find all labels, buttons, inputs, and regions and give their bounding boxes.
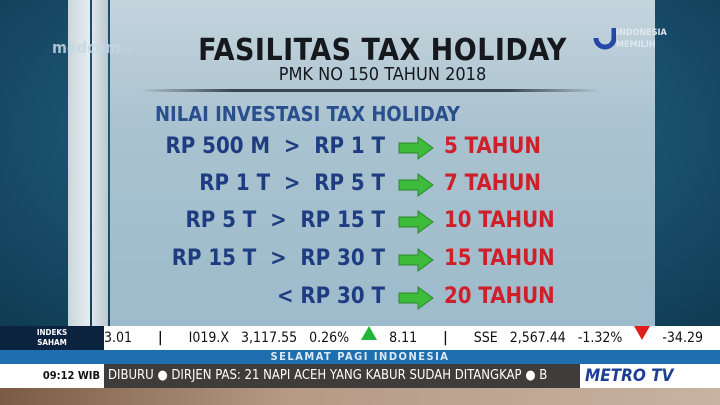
holiday-period: 20 TAHUN (444, 284, 555, 309)
studio-strip (92, 0, 108, 330)
indonesia-memilih-logo: INDONESIA MEMILIH (592, 26, 672, 56)
holiday-period: 15 TAHUN (444, 246, 555, 271)
ticker-value: 0.26% (309, 330, 350, 346)
infographic-panel (110, 0, 655, 330)
investment-range: RP 15 T > RP 30 T (171, 246, 385, 271)
holiday-period: 10 TAHUN (444, 208, 555, 233)
investment-range: RP 500 M > RP 1 T (165, 134, 385, 159)
ticker-items: 3.01 | I019.X 3,117.55 0.26% 8.11 | SSE 2,567.44… (104, 326, 720, 350)
investment-range: RP 5 T > RP 15 T (185, 208, 385, 233)
page-title: FASILITAS TAX HOLIDAY (198, 33, 567, 68)
arrow-right-icon (398, 136, 434, 160)
table-row: RP 5 T > RP 15 T 10 TAHUN (110, 208, 655, 238)
ticker-value: I019.X (188, 330, 230, 346)
ticker-value: -34.29 (662, 330, 703, 346)
arrow-right-icon (398, 248, 434, 272)
indonesia-memilih-icon (593, 28, 617, 50)
ticker-value: 8.11 (389, 330, 418, 346)
stock-ticker (0, 326, 720, 350)
ticker-value: | (443, 330, 448, 346)
ticker-label: INDEKS SAHAM (0, 326, 104, 350)
holiday-period: 7 TAHUN (444, 171, 541, 196)
triangle-up-icon (361, 326, 378, 340)
triangle-down-icon (634, 326, 651, 340)
ticker-value: SSE (473, 330, 498, 346)
table-heading: NILAI INVESTASI TAX HOLIDAY (155, 102, 460, 126)
investment-range: < RP 30 T (276, 284, 385, 309)
table-row: RP 500 M > RP 1 T 5 TAHUN (110, 134, 655, 164)
table-row: RP 1 T > RP 5 T 7 TAHUN (110, 171, 655, 201)
clock: 09:12 WIB (0, 364, 104, 388)
ticker-value: -1.32% (577, 330, 623, 346)
metrotv-logo: METRO TV (580, 364, 720, 388)
medcom-logo: medcom.id (52, 38, 132, 57)
news-crawl: DIBURU ● DIRJEN PAS: 21 NAPI ACEH YANG K… (104, 364, 580, 388)
ticker-value: | (158, 330, 163, 346)
page-subtitle: PMK NO 150 TAHUN 2018 (278, 64, 487, 85)
studio-floor (0, 388, 720, 405)
holiday-period: 5 TAHUN (444, 134, 541, 159)
arrow-right-icon (398, 173, 434, 197)
ticker-value: 3.01 (104, 330, 133, 346)
investment-range: RP 1 T > RP 5 T (199, 171, 385, 196)
ticker-value: 2,567.44 (509, 330, 566, 346)
table-row: < RP 30 T 20 TAHUN (110, 284, 655, 314)
table-row: RP 15 T > RP 30 T 15 TAHUN (110, 246, 655, 276)
divider (140, 89, 600, 92)
arrow-right-icon (398, 286, 434, 310)
program-name: SELAMAT PAGI INDONESIA (0, 350, 720, 364)
arrow-right-icon (398, 210, 434, 234)
ticker-value: 3,117.55 (241, 330, 298, 346)
studio-strip (68, 0, 90, 330)
